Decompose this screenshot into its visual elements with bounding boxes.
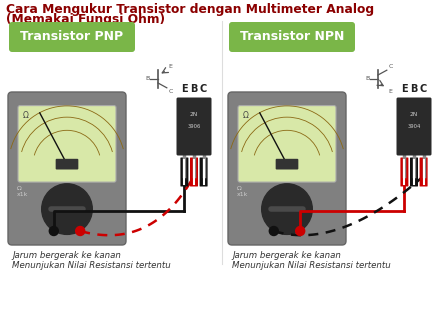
Text: B: B bbox=[364, 77, 368, 81]
Text: Cara Mengukur Transistor dengan Multimeter Analog: Cara Mengukur Transistor dengan Multimet… bbox=[6, 3, 373, 16]
Text: Jarum bergerak ke kanan: Jarum bergerak ke kanan bbox=[12, 251, 120, 260]
Text: 3904: 3904 bbox=[406, 124, 420, 129]
Text: 2N: 2N bbox=[190, 112, 198, 117]
FancyBboxPatch shape bbox=[275, 159, 298, 169]
FancyBboxPatch shape bbox=[399, 158, 407, 187]
Text: Ω: Ω bbox=[23, 111, 29, 120]
FancyBboxPatch shape bbox=[190, 158, 198, 187]
Text: (Memakai Fungsi Ohm): (Memakai Fungsi Ohm) bbox=[6, 13, 165, 26]
FancyBboxPatch shape bbox=[18, 106, 116, 182]
Circle shape bbox=[295, 226, 304, 235]
Text: Menunjukan Nilai Resistansi tertentu: Menunjukan Nilai Resistansi tertentu bbox=[12, 261, 170, 270]
Text: E: E bbox=[400, 84, 407, 94]
Text: Transistor NPN: Transistor NPN bbox=[239, 31, 343, 43]
Circle shape bbox=[261, 184, 311, 234]
Text: Menunjukan Nilai Resistansi tertentu: Menunjukan Nilai Resistansi tertentu bbox=[231, 261, 390, 270]
Text: B: B bbox=[410, 84, 417, 94]
Text: E: E bbox=[168, 64, 172, 70]
FancyBboxPatch shape bbox=[237, 106, 335, 182]
FancyBboxPatch shape bbox=[396, 98, 431, 155]
Text: 3906: 3906 bbox=[187, 124, 200, 129]
Text: Ω
x1k: Ω x1k bbox=[237, 186, 248, 197]
FancyBboxPatch shape bbox=[229, 22, 354, 52]
Text: Transistor PNP: Transistor PNP bbox=[21, 31, 123, 43]
FancyBboxPatch shape bbox=[8, 92, 126, 245]
FancyBboxPatch shape bbox=[419, 158, 427, 187]
FancyBboxPatch shape bbox=[56, 159, 78, 169]
Text: Jarum bergerak ke kanan: Jarum bergerak ke kanan bbox=[231, 251, 340, 260]
Text: C: C bbox=[200, 84, 207, 94]
FancyBboxPatch shape bbox=[180, 158, 188, 187]
Circle shape bbox=[42, 184, 92, 234]
FancyBboxPatch shape bbox=[176, 98, 211, 155]
Text: E: E bbox=[181, 84, 187, 94]
Text: C: C bbox=[388, 64, 392, 70]
FancyBboxPatch shape bbox=[9, 22, 135, 52]
Text: Ω
x1k: Ω x1k bbox=[17, 186, 28, 197]
Text: C: C bbox=[168, 89, 173, 93]
Text: C: C bbox=[419, 84, 426, 94]
Circle shape bbox=[268, 226, 278, 235]
Circle shape bbox=[75, 226, 85, 235]
Text: B: B bbox=[190, 84, 197, 94]
Text: E: E bbox=[388, 89, 392, 93]
Text: 2N: 2N bbox=[409, 112, 417, 117]
FancyBboxPatch shape bbox=[199, 158, 207, 187]
Text: B: B bbox=[145, 77, 149, 81]
Text: Ω: Ω bbox=[243, 111, 248, 120]
FancyBboxPatch shape bbox=[227, 92, 345, 245]
FancyBboxPatch shape bbox=[409, 158, 417, 187]
Circle shape bbox=[49, 226, 58, 235]
